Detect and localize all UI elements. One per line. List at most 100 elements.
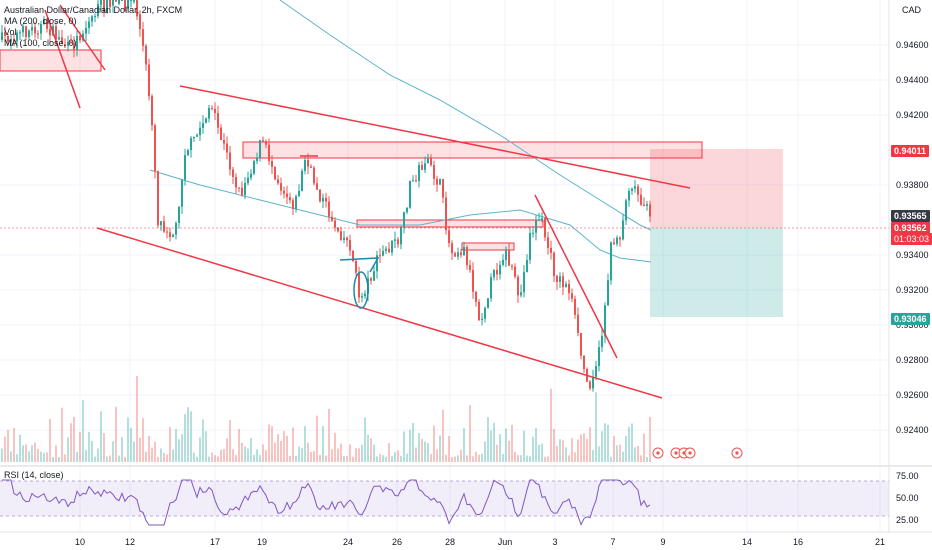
trend-line[interactable]: [59, 4, 106, 71]
volume-bar: [196, 456, 198, 462]
candle-body: [469, 265, 471, 270]
trend-line[interactable]: [179, 85, 691, 189]
vol-legend[interactable]: Vol: [4, 27, 17, 37]
volume-bar: [352, 456, 354, 462]
time-tick-label: 16: [793, 537, 803, 547]
volume-bar: [637, 445, 639, 462]
volume-bar: [331, 449, 333, 462]
volume-bar: [190, 411, 192, 462]
volume-bar: [313, 451, 315, 462]
price-axis[interactable]: 0.94600 0.94400 0.94200 0.93800 0.93400 0.932…: [896, 40, 929, 435]
zone-box[interactable]: [0, 49, 102, 72]
volume-bar: [622, 451, 624, 462]
symbol-title[interactable]: Australian Dollar/Canadian Dollar, 2h, F…: [4, 5, 183, 15]
candle-body: [433, 165, 435, 179]
time-tick-label: 7: [610, 537, 615, 547]
rsi-axis[interactable]: 75.00 50.00 25.00: [896, 471, 919, 525]
volume-bar: [19, 434, 21, 462]
volume-bar: [379, 454, 381, 462]
volume-bar: [115, 406, 117, 462]
time-tick-label: 24: [343, 537, 353, 547]
volume-bar: [346, 455, 348, 462]
volume-bar: [262, 444, 264, 462]
candle-body: [523, 272, 525, 293]
candle-body: [76, 35, 78, 50]
volume-bar: [376, 456, 378, 462]
ma200-legend[interactable]: MA (200, close, 0): [4, 16, 77, 26]
price-tick-label: 0.92800: [896, 355, 929, 365]
candle-body: [151, 96, 153, 126]
volume-bar: [10, 451, 12, 462]
event-marker-dot: [656, 451, 660, 455]
candle-body: [538, 219, 540, 221]
time-axis[interactable]: 10 12 17 19 24 26 28 Jun 3 7 9 14 16 21: [75, 537, 885, 547]
candle-body: [457, 252, 459, 257]
trend-line[interactable]: [44, 9, 81, 109]
supply-demand-zones: [0, 49, 703, 251]
volume-bar: [109, 455, 111, 462]
volume-bar: [469, 405, 471, 462]
candle-body: [70, 41, 72, 44]
volume-bar: [523, 430, 525, 462]
volume-bar: [355, 448, 357, 462]
candle-body: [409, 180, 411, 208]
candle-body: [355, 261, 357, 273]
candle-body: [325, 197, 327, 202]
rsi-legend[interactable]: RSI (14, close): [4, 470, 64, 480]
volume-bar: [277, 434, 279, 462]
candle-body: [559, 276, 561, 282]
zone-box[interactable]: [242, 141, 703, 159]
candle-body: [142, 29, 144, 46]
candle-body: [541, 218, 543, 220]
candle-body: [631, 188, 633, 191]
candle-body: [646, 204, 648, 207]
current-price-tag-a: 0.93565: [891, 210, 930, 222]
candle-body: [316, 183, 318, 190]
candle-body: [319, 189, 321, 202]
target-zone-loss: [650, 149, 783, 228]
zone-box[interactable]: [461, 242, 515, 251]
volume-bar: [649, 416, 651, 462]
volume-bar: [406, 453, 408, 462]
trend-line[interactable]: [96, 227, 663, 399]
candle-body: [235, 176, 237, 188]
volume-bar: [364, 417, 366, 462]
candle-body: [328, 201, 330, 217]
candle-body: [622, 220, 624, 240]
volume-bar: [424, 441, 426, 462]
volume-bar: [229, 420, 231, 462]
trend-line[interactable]: [534, 194, 618, 359]
candle-body: [547, 237, 549, 248]
candle-body: [448, 230, 450, 244]
candle-body: [424, 163, 426, 170]
currency-label[interactable]: CAD: [902, 5, 922, 15]
volume-bar: [421, 438, 423, 462]
price-tick-label: 0.94400: [896, 75, 929, 85]
volume-bar: [472, 456, 474, 462]
event-markers[interactable]: [652, 447, 743, 459]
candle-body: [136, 0, 138, 17]
highlight-circle[interactable]: [353, 271, 369, 309]
volume-bar: [250, 438, 252, 462]
ma100-legend[interactable]: MA (100, close, 0): [4, 38, 77, 48]
volume-bar: [526, 455, 528, 462]
volume-bar: [73, 416, 75, 462]
rsi-tick-label: 75.00: [896, 471, 919, 481]
volume-bar: [325, 455, 327, 462]
candle-body: [472, 269, 474, 292]
zone-box[interactable]: [356, 219, 544, 228]
volume-bar: [577, 439, 579, 462]
volume-bar: [478, 454, 480, 462]
volume-bar: [505, 428, 507, 462]
volume-bar: [445, 454, 447, 462]
candle-body: [259, 140, 261, 158]
volume-bar: [394, 452, 396, 462]
volume-bar: [568, 455, 570, 462]
highlight-mark[interactable]: [339, 257, 380, 273]
volume-bar: [544, 456, 546, 462]
volume-bar: [547, 456, 549, 462]
price-tick-label: 0.93000: [896, 320, 929, 330]
volume-bar: [106, 456, 108, 462]
candle-body: [304, 160, 306, 171]
